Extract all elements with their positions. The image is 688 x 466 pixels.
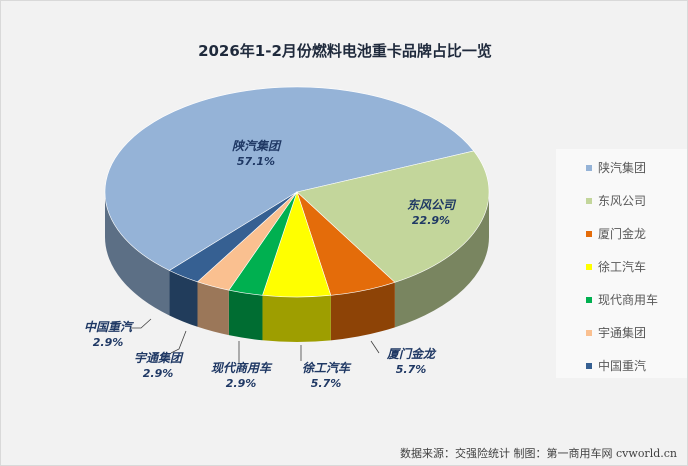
pie-side-2 <box>330 282 395 341</box>
legend-item: 宇通集团 <box>586 324 646 341</box>
legend-item: 东风公司 <box>586 192 646 209</box>
legend-swatch <box>586 197 592 204</box>
legend-label: 现代商用车 <box>598 293 659 307</box>
legend-label: 中国重汽 <box>598 359 647 373</box>
pie-side-5 <box>197 281 229 336</box>
data-label-dongfeng: 东风公司 22.9% <box>406 198 455 227</box>
pie-slice-1 <box>296 150 490 283</box>
source-note: 数据来源：交强险统计 制图：第一商用车网 cvworld.cn <box>400 447 677 460</box>
legend-item: 厦门金龙 <box>586 225 646 242</box>
legend-swatch <box>586 164 592 171</box>
data-label-shaanxi: 陕汽集团 57.1% <box>231 139 280 168</box>
leader-lines <box>131 318 380 363</box>
legend-swatch <box>586 329 592 336</box>
legend-swatch <box>586 296 592 303</box>
data-label-xugong: 徐工汽车 5.7% <box>301 361 350 390</box>
legend-item: 徐工汽车 <box>586 258 646 275</box>
legend-swatch <box>586 362 592 369</box>
legend-item: 现代商用车 <box>586 291 658 308</box>
data-label-sinotruk: 中国重汽 2.9% <box>83 320 132 349</box>
legend-swatch <box>586 263 592 270</box>
pie-slice-0 <box>104 86 475 271</box>
legend-label: 陕汽集团 <box>598 161 647 175</box>
chart-title: 2026年1-2月份燃料电池重卡品牌占比一览 <box>198 42 492 60</box>
data-label-xiamen: 厦门金龙 5.7% <box>386 347 435 376</box>
legend-swatch <box>586 230 592 237</box>
pie-side-1 <box>394 192 489 328</box>
legend-item: 中国重汽 <box>586 357 646 374</box>
legend-label: 宇通集团 <box>598 326 647 340</box>
data-label-hyundai: 现代商用车 2.9% <box>210 361 271 390</box>
pie-side-4 <box>228 290 263 341</box>
pie-side-3 <box>262 295 331 342</box>
legend-item: 陕汽集团 <box>586 159 646 176</box>
legend-label: 厦门金龙 <box>598 227 647 241</box>
data-label-yutong: 宇通集团 2.9% <box>133 351 182 380</box>
pie-side-6 <box>169 270 198 327</box>
legend: 陕汽集团东风公司厦门金龙徐工汽车现代商用车宇通集团中国重汽 <box>556 149 687 378</box>
pie-slice-6 <box>168 191 298 283</box>
legend-label: 徐工汽车 <box>598 260 647 274</box>
pie-side-0 <box>105 192 170 316</box>
legend-label: 东风公司 <box>598 194 647 208</box>
